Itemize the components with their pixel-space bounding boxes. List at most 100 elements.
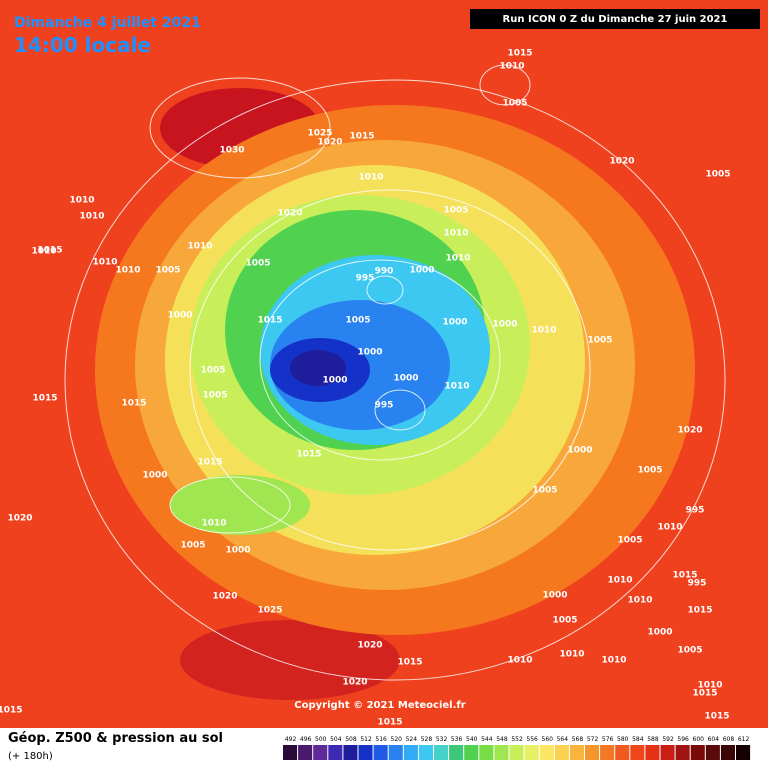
scale-swatch — [660, 745, 675, 760]
isobar-label: 1015 — [672, 571, 697, 581]
isobar-label: 1015 — [377, 718, 402, 728]
isobar-label: 1015 — [37, 246, 62, 256]
isobar-label: 1005 — [155, 266, 180, 276]
isobar-label: 1005 — [245, 259, 270, 269]
scale-label: 580 — [617, 736, 629, 743]
isobar-label: 1015 — [507, 49, 532, 59]
scale-label: 588 — [647, 736, 659, 743]
isobar-label: 1015 — [692, 689, 717, 699]
isobar — [149, 77, 331, 179]
isobar-label: 1000 — [567, 446, 592, 456]
isobar-label: 1010 — [559, 650, 584, 660]
isobar-label: 1010 — [201, 519, 226, 529]
isobar-label: 1010 — [92, 258, 117, 268]
scale-swatch — [615, 745, 630, 760]
isobar-label: 1005 — [502, 99, 527, 109]
scale-label: 520 — [391, 736, 403, 743]
isobar-label: 1010 — [115, 266, 140, 276]
scale-label: 560 — [542, 736, 554, 743]
isobar-label: 1015 — [296, 450, 321, 460]
isobar-label: 995 — [686, 506, 705, 516]
isobar-label: 1010 — [531, 326, 556, 336]
isobar-label: 1015 — [397, 658, 422, 668]
scale-swatch — [343, 745, 358, 760]
scale-swatch — [403, 745, 418, 760]
scale-label: 512 — [360, 736, 372, 743]
isobar-label: 1020 — [277, 209, 302, 219]
isobar — [259, 259, 501, 461]
run-box — [470, 9, 760, 29]
scale-label: 600 — [693, 736, 705, 743]
z500-ring — [170, 475, 310, 535]
isobar-label: 995 — [375, 401, 394, 411]
scale-swatch — [388, 745, 403, 760]
isobar-label: 1005 — [200, 366, 225, 376]
scale-label: 528 — [421, 736, 433, 743]
isobar-label: 1010 — [31, 247, 56, 257]
scale-label: 504 — [330, 736, 342, 743]
lead-time: (+ 180h) — [8, 751, 53, 762]
isobar — [479, 64, 531, 106]
scale-swatch — [675, 745, 690, 760]
isobar-label: 1015 — [197, 458, 222, 468]
isobar-label: 1000 — [357, 348, 382, 358]
scale-label: 608 — [723, 736, 735, 743]
isobar-label: 1025 — [307, 129, 332, 139]
isobar-label: 1000 — [442, 318, 467, 328]
isobar-label: 1005 — [532, 486, 557, 496]
isobar-label: 1010 — [601, 656, 626, 666]
scale-swatch — [464, 745, 479, 760]
isobar-label: 1005 — [677, 646, 702, 656]
scale-label: 496 — [300, 736, 312, 743]
isobar-label: 1030 — [219, 146, 244, 156]
isobar-label: 1005 — [705, 170, 730, 180]
scale-label: 552 — [511, 736, 523, 743]
isobar-label: 1010 — [499, 62, 524, 72]
scale-label: 516 — [375, 736, 387, 743]
scale-swatch — [449, 745, 464, 760]
isobar-label: 1000 — [409, 266, 434, 276]
isobar-label: 1010 — [507, 656, 532, 666]
isobar-label: 1005 — [180, 541, 205, 551]
scale-swatch — [539, 745, 554, 760]
isobar-label: 1010 — [607, 576, 632, 586]
isobar-label: 1005 — [637, 466, 662, 476]
isobar — [189, 189, 591, 551]
isobar-label: 1000 — [142, 471, 167, 481]
scale-swatch — [373, 745, 388, 760]
scale-swatch — [630, 745, 645, 760]
isobar-label: 1000 — [542, 591, 567, 601]
isobar — [366, 275, 404, 305]
isobars — [64, 64, 726, 681]
isobar-label: 1010 — [697, 681, 722, 691]
isobar-label: 1010 — [79, 212, 104, 222]
isobar-label: 1020 — [677, 426, 702, 436]
isobar — [169, 476, 291, 534]
scale-label: 492 — [285, 736, 297, 743]
isobar — [64, 79, 726, 681]
isobar-label: 1010 — [657, 523, 682, 533]
scale-label: 500 — [315, 736, 327, 743]
copyright: Copyright © 2021 Meteociel.fr — [294, 700, 465, 711]
scale-swatch — [418, 745, 433, 760]
isobar-label: 1005 — [617, 536, 642, 546]
scale-label: 564 — [557, 736, 569, 743]
isobar-label: 1025 — [257, 606, 282, 616]
isobar-label: 1020 — [342, 678, 367, 688]
isobar-label: 1015 — [0, 706, 23, 716]
scale-label: 508 — [345, 736, 357, 743]
scale-swatch — [494, 745, 509, 760]
isobar-label: 1005 — [587, 336, 612, 346]
scale-swatch — [509, 745, 524, 760]
scale-swatch — [524, 745, 539, 760]
isobar-label: 1015 — [121, 399, 146, 409]
isobar-label: 1000 — [167, 311, 192, 321]
isobar-label: 1020 — [609, 157, 634, 167]
scale-label: 544 — [481, 736, 493, 743]
isobar-label: 1010 — [358, 173, 383, 183]
scale-label: 524 — [406, 736, 418, 743]
scale-swatch — [313, 745, 328, 760]
isobar-label: 1005 — [202, 391, 227, 401]
